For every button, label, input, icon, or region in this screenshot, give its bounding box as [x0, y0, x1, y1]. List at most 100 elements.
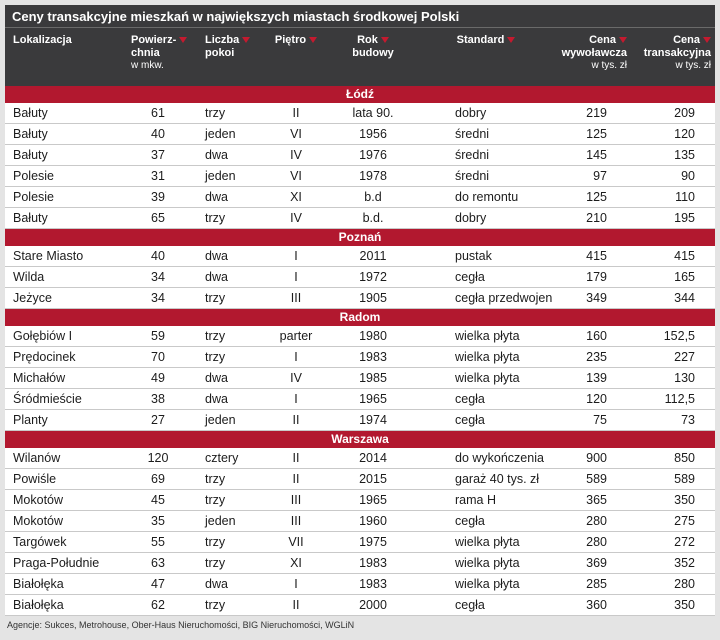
table-row: Mokotów 35 jeden III 1960 cegła 280 275: [5, 511, 715, 532]
column-header-cena-transakcyjna: Cena transakcyjna w tys. zł: [635, 34, 715, 86]
cell-lokalizacja: Bałuty: [13, 211, 48, 225]
sort-arrow-icon: [703, 37, 711, 43]
table-row: Wilanów 120 cztery II 2014 do wykończenia 900 8…: [5, 448, 715, 469]
cell-standard: cegła: [455, 514, 485, 528]
cell-powierzchnia: 31: [151, 169, 165, 183]
cell-cena-transakcyjna: 352: [674, 556, 695, 570]
table-row: Białołęka 62 trzy II 2000 cegła 360 350: [5, 595, 715, 616]
cell-powierzchnia: 34: [151, 291, 165, 305]
cell-cena-transakcyjna: 120: [674, 127, 695, 141]
cell-pietro: I: [294, 249, 298, 263]
cell-standard: średni: [455, 127, 490, 141]
cell-lokalizacja: Planty: [13, 413, 48, 427]
cell-rok-budowy: 1975: [359, 535, 387, 549]
cell-powierzchnia: 62: [151, 598, 165, 612]
table-row: Stare Miasto 40 dwa I 2011 pustak 415 415: [5, 246, 715, 267]
cell-lokalizacja: Stare Miasto: [13, 249, 84, 263]
cell-standard: cegła przedwojenna: [455, 291, 553, 305]
cell-rok-budowy: 2015: [359, 472, 387, 486]
cell-lokalizacja: Jeżyce: [13, 291, 52, 305]
cell-cena-wywolawcza: 280: [586, 535, 607, 549]
cell-pietro: III: [290, 493, 302, 507]
table-body: Łódź Bałuty 61 trzy II lata 90. dobry 219 209 Bał…: [5, 86, 715, 616]
column-header-rok-budowy: Rok budowy: [327, 34, 419, 86]
cell-rok-budowy: b.d.: [362, 211, 384, 225]
cell-pietro: I: [294, 577, 298, 591]
cell-pietro: II: [292, 472, 300, 486]
cell-standard: wielka płyta: [455, 535, 520, 549]
cell-powierzchnia: 61: [151, 106, 165, 120]
cell-cena-transakcyjna: 589: [674, 472, 695, 486]
cell-cena-wywolawcza: 145: [586, 148, 607, 162]
cell-powierzchnia: 63: [151, 556, 165, 570]
cell-lokalizacja: Białołęka: [13, 598, 64, 612]
column-header-lokalizacja: Lokalizacja: [5, 34, 123, 86]
table-row: Gołębiów I 59 trzy parter 1980 wielka płyta 16…: [5, 326, 715, 347]
cell-cena-wywolawcza: 160: [586, 329, 607, 343]
cell-pietro: III: [290, 291, 302, 305]
cell-cena-wywolawcza: 97: [593, 169, 607, 183]
cell-pietro: IV: [290, 371, 302, 385]
cell-pietro: VI: [290, 169, 302, 183]
cell-liczba-pokoi: trzy: [205, 472, 226, 486]
table-row: Polesie 39 dwa XI b.d do remontu 125 110: [5, 187, 715, 208]
cell-rok-budowy: 1972: [359, 270, 387, 284]
cell-liczba-pokoi: dwa: [205, 190, 228, 204]
cell-cena-transakcyjna: 350: [674, 598, 695, 612]
sort-arrow-icon: [380, 37, 389, 43]
cell-powierzchnia: 37: [151, 148, 165, 162]
cell-rok-budowy: 1980: [359, 329, 387, 343]
cell-cena-wywolawcza: 219: [586, 106, 607, 120]
cell-pietro: IV: [290, 211, 302, 225]
cell-pietro: XI: [290, 190, 302, 204]
cell-powierzchnia: 120: [147, 451, 169, 465]
cell-liczba-pokoi: jeden: [205, 127, 236, 141]
cell-standard: do remontu: [455, 190, 519, 204]
cell-lokalizacja: Bałuty: [13, 106, 48, 120]
column-header-label: Liczba: [205, 34, 240, 46]
cell-lokalizacja: Mokotów: [13, 493, 64, 507]
section-header-poznań: Poznań: [5, 229, 715, 246]
cell-lokalizacja: Gołębiów I: [13, 329, 73, 343]
cell-liczba-pokoi: trzy: [205, 598, 226, 612]
table-row: Białołęka 47 dwa I 1983 wielka płyta 285 280: [5, 574, 715, 595]
cell-pietro: VI: [290, 127, 302, 141]
cell-powierzchnia: 69: [151, 472, 165, 486]
column-header-cena-wywolawcza: Cena wywoławcza w tys. zł: [553, 34, 635, 86]
section-header-łódź: Łódź: [5, 86, 715, 103]
column-header-label: Lokalizacja: [13, 34, 72, 46]
cell-cena-wywolawcza: 125: [586, 127, 607, 141]
cell-liczba-pokoi: jeden: [205, 514, 236, 528]
cell-powierzchnia: 40: [151, 249, 165, 263]
cell-lokalizacja: Polesie: [13, 190, 54, 204]
cell-cena-transakcyjna: 209: [674, 106, 695, 120]
table-row: Bałuty 61 trzy II lata 90. dobry 219 209: [5, 103, 715, 124]
cell-cena-transakcyjna: 130: [674, 371, 695, 385]
cell-rok-budowy: 1978: [359, 169, 387, 183]
cell-powierzchnia: 34: [151, 270, 165, 284]
table-row: Bałuty 65 trzy IV b.d. dobry 210 195: [5, 208, 715, 229]
source-note: Agencje: Sukces, Metrohouse, Ober-Haus N…: [7, 620, 355, 630]
column-header-unit: w tys. zł: [591, 60, 627, 71]
cell-cena-wywolawcza: 75: [593, 413, 607, 427]
cell-lokalizacja: Praga-Południe: [13, 556, 100, 570]
cell-pietro: I: [294, 350, 298, 364]
sort-arrow-icon: [507, 37, 516, 43]
cell-pietro: II: [292, 598, 300, 612]
cell-liczba-pokoi: trzy: [205, 211, 226, 225]
cell-cena-wywolawcza: 365: [586, 493, 607, 507]
cell-cena-wywolawcza: 360: [586, 598, 607, 612]
cell-cena-wywolawcza: 900: [586, 451, 607, 465]
cell-rok-budowy: 1976: [359, 148, 387, 162]
cell-rok-budowy: 1965: [359, 392, 387, 406]
column-header-label: wywoławcza: [561, 47, 627, 59]
table-row: Powiśle 69 trzy II 2015 garaż 40 tys. zł 589 58…: [5, 469, 715, 490]
column-header-row: Lokalizacja Powierz-chnia w mkw. Liczba poko…: [5, 28, 715, 86]
cell-cena-transakcyjna: 165: [674, 270, 695, 284]
cell-pietro: parter: [279, 329, 313, 343]
cell-liczba-pokoi: trzy: [205, 291, 226, 305]
sort-arrow-icon: [619, 37, 627, 43]
cell-pietro: II: [292, 106, 300, 120]
column-header-label: pokoi: [205, 47, 235, 59]
